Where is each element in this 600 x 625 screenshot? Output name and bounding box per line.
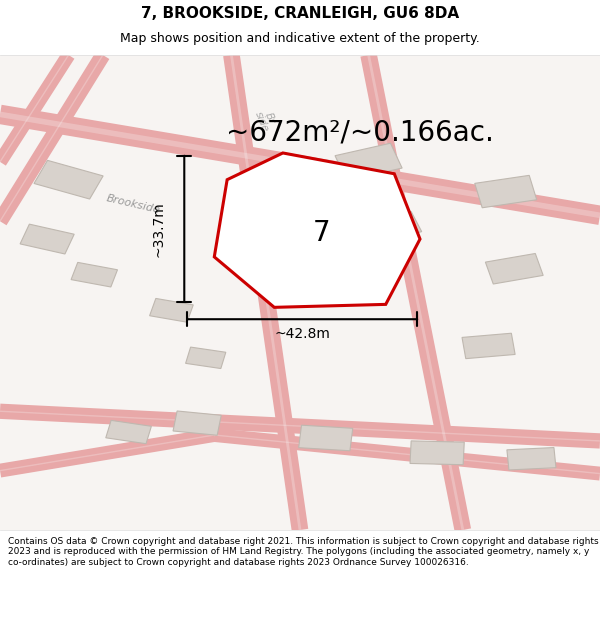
Text: Br
side: Br side — [253, 107, 278, 134]
Polygon shape — [34, 161, 103, 199]
Text: Brookside: Brookside — [105, 194, 161, 216]
Polygon shape — [507, 448, 556, 470]
Text: Map shows position and indicative extent of the property.: Map shows position and indicative extent… — [120, 32, 480, 45]
Polygon shape — [299, 425, 353, 451]
Polygon shape — [367, 211, 422, 243]
Polygon shape — [462, 333, 515, 359]
Polygon shape — [106, 421, 151, 444]
Polygon shape — [335, 143, 402, 181]
Polygon shape — [149, 299, 193, 322]
Polygon shape — [71, 262, 118, 287]
Polygon shape — [20, 224, 74, 254]
Text: 7, BROOKSIDE, CRANLEIGH, GU6 8DA: 7, BROOKSIDE, CRANLEIGH, GU6 8DA — [141, 6, 459, 21]
Polygon shape — [475, 176, 537, 208]
Text: Contains OS data © Crown copyright and database right 2021. This information is : Contains OS data © Crown copyright and d… — [8, 537, 599, 567]
Text: ~672m²/~0.166ac.: ~672m²/~0.166ac. — [226, 118, 494, 146]
Polygon shape — [485, 254, 543, 284]
Polygon shape — [214, 153, 420, 308]
Polygon shape — [410, 441, 464, 465]
Text: 7: 7 — [313, 219, 330, 247]
Polygon shape — [185, 347, 226, 369]
Text: ~42.8m: ~42.8m — [274, 327, 330, 341]
Text: ~33.7m: ~33.7m — [152, 201, 166, 256]
Polygon shape — [0, 55, 600, 530]
Polygon shape — [173, 411, 221, 435]
